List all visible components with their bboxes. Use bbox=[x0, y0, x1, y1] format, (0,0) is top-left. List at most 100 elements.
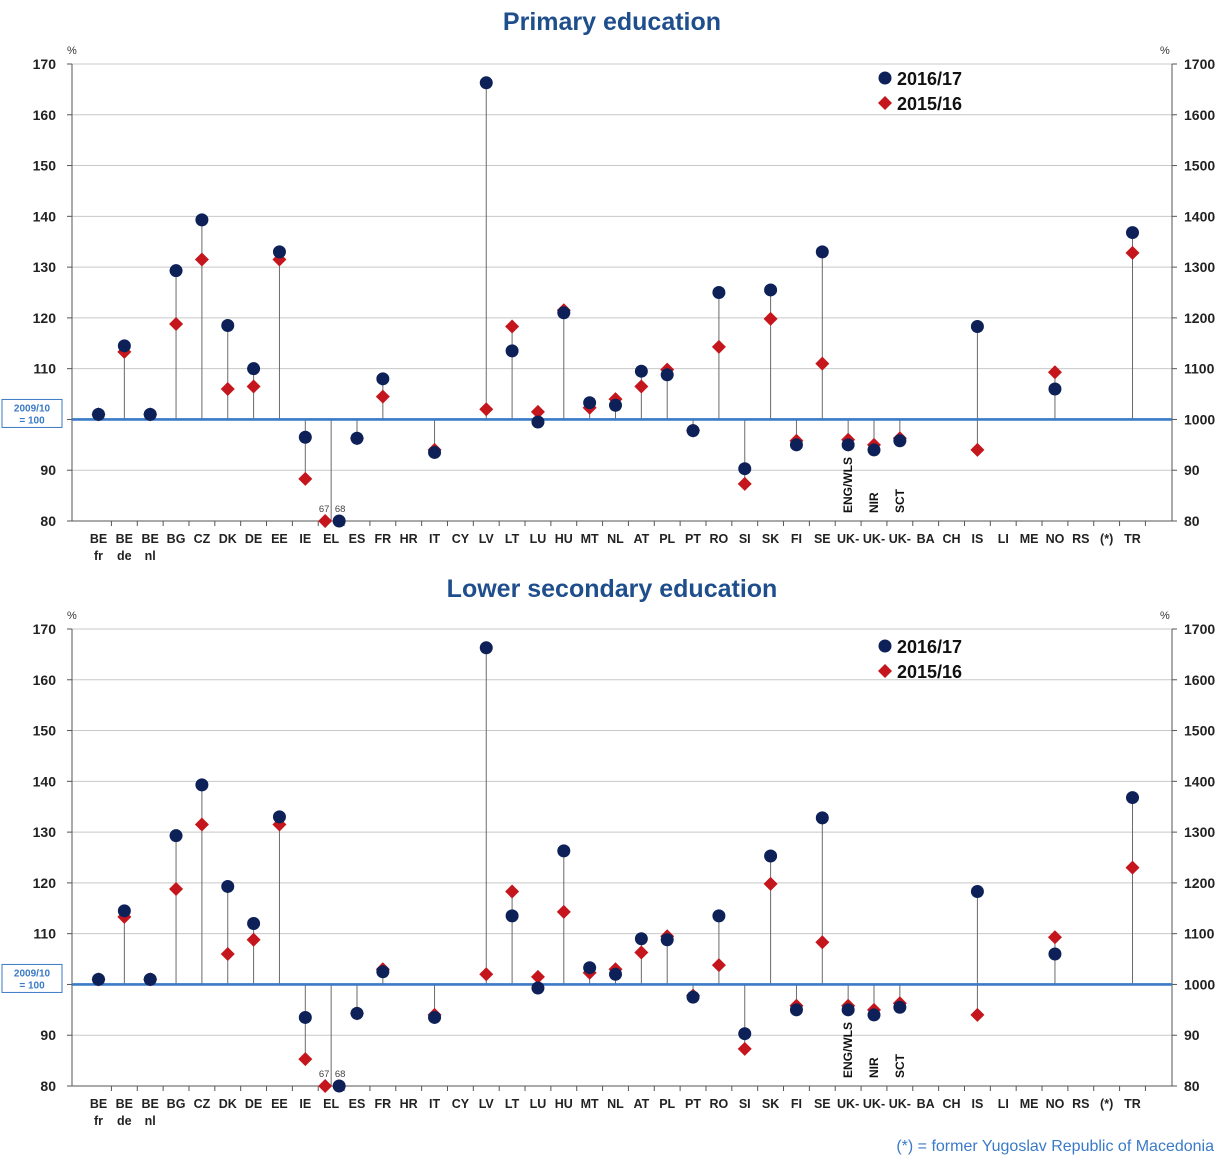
primary-y-tick-right: 1700 bbox=[1184, 56, 1215, 72]
lower-secondary-baseline-label: = 100 bbox=[19, 980, 45, 991]
lower-secondary-marker-2016-17 bbox=[609, 967, 622, 981]
primary-y-tick-left: 170 bbox=[33, 56, 57, 72]
primary-marker-2016-17 bbox=[686, 424, 700, 438]
primary-marker-2016-17 bbox=[712, 286, 726, 299]
lower-secondary-y-tick-left: 110 bbox=[33, 926, 56, 942]
lower-secondary-x-tick-label: TR bbox=[1124, 1097, 1141, 1111]
lower-secondary-marker-2015-16 bbox=[194, 817, 209, 832]
primary-y-tick-left: 120 bbox=[33, 310, 57, 326]
lower-secondary-marker-2015-16 bbox=[970, 1007, 985, 1022]
primary-marker-2015-16 bbox=[298, 471, 313, 486]
lower-secondary-marker-2016-17 bbox=[557, 844, 571, 858]
primary-marker-2016-17 bbox=[143, 407, 157, 421]
lower-secondary-marker-2015-16 bbox=[298, 1052, 313, 1067]
primary-marker-2015-16 bbox=[634, 379, 649, 394]
lower-secondary-y-tick-left: 170 bbox=[33, 621, 57, 637]
lower-secondary-marker-2015-16 bbox=[763, 876, 778, 891]
primary-marker-2015-16 bbox=[737, 476, 752, 491]
lower-secondary-y-tick-left: 150 bbox=[33, 723, 57, 739]
lower-secondary-y-tick-right: 1500 bbox=[1184, 723, 1215, 739]
primary-x-tick-label: UK- bbox=[889, 532, 911, 546]
primary-marker-2016-17 bbox=[583, 396, 597, 410]
primary-x-tick-label: DE bbox=[245, 532, 262, 546]
lower-secondary-marker-2016-17 bbox=[867, 1008, 881, 1022]
lower-secondary-marker-2016-17 bbox=[841, 1003, 855, 1017]
lower-secondary-marker-2015-16 bbox=[1047, 930, 1062, 945]
primary-marker-2015-16 bbox=[1047, 365, 1062, 380]
primary-marker-2016-17 bbox=[195, 213, 209, 227]
primary-x-tick-label: SE bbox=[814, 532, 831, 546]
primary-marker-2016-17 bbox=[298, 430, 312, 444]
lower-secondary-x-tick-label: DK bbox=[219, 1097, 237, 1111]
primary-x-tick-label: LT bbox=[505, 532, 520, 546]
lower-secondary-x-tick-label: BE bbox=[90, 1097, 107, 1111]
primary-title: Primary education bbox=[503, 8, 721, 36]
primary-legend-marker-2016-17 bbox=[878, 71, 892, 85]
primary-y-tick-left: 110 bbox=[33, 361, 56, 377]
lower-secondary-x-tick-label-sub: de bbox=[117, 1114, 132, 1128]
primary-marker-2016-17 bbox=[221, 319, 235, 333]
lower-secondary-marker-2016-17 bbox=[660, 933, 674, 947]
lower-secondary-x-tick-label: SE bbox=[814, 1097, 831, 1111]
lower-secondary-x-tick-label: IS bbox=[971, 1097, 983, 1111]
lower-secondary-marker-2016-17 bbox=[195, 778, 209, 792]
primary-legend-label-2016-17: 2016/17 bbox=[897, 69, 962, 89]
primary-x-tick-label: LI bbox=[998, 532, 1009, 546]
lower-secondary-marker-2016-17 bbox=[117, 904, 131, 918]
primary-el-value-2015: 67 bbox=[319, 504, 330, 515]
primary-x-tick-label: LU bbox=[530, 532, 547, 546]
primary-x-tick-label: PL bbox=[659, 532, 675, 546]
primary-x-tick-label: TR bbox=[1124, 532, 1141, 546]
lower-secondary-marker-2015-16 bbox=[169, 881, 184, 896]
primary-unit-right: % bbox=[1160, 45, 1170, 57]
lower-secondary-unit-right: % bbox=[1160, 610, 1170, 622]
primary-uk-sublabel: SCT bbox=[893, 488, 907, 513]
lower-secondary-marker-2015-16 bbox=[737, 1041, 752, 1056]
lower-secondary-y-tick-right: 80 bbox=[1184, 1078, 1200, 1094]
lower-secondary-marker-2016-17 bbox=[738, 1027, 752, 1041]
primary-y-tick-left: 80 bbox=[40, 513, 56, 529]
primary-x-tick-label: CZ bbox=[194, 532, 211, 546]
primary-legend-marker-2015-16 bbox=[878, 96, 892, 110]
primary-marker-2015-16 bbox=[815, 356, 830, 371]
lower-secondary-marker-2016-17 bbox=[479, 641, 493, 655]
lower-secondary-marker-2016-17 bbox=[1048, 947, 1062, 961]
lower-secondary-x-tick-label: NL bbox=[607, 1097, 624, 1111]
primary-x-tick-label: BA bbox=[917, 532, 935, 546]
primary-marker-2016-17 bbox=[247, 362, 261, 376]
primary-x-tick-label: SK bbox=[762, 532, 779, 546]
primary-x-tick-label: PT bbox=[685, 532, 701, 546]
primary-marker-2016-17 bbox=[557, 306, 571, 320]
primary-x-tick-label: HR bbox=[400, 532, 418, 546]
lower-secondary-marker-2016-17 bbox=[298, 1010, 312, 1024]
primary-marker-2015-16 bbox=[970, 442, 985, 457]
primary-marker-2016-17 bbox=[970, 320, 984, 334]
primary-marker-2015-16 bbox=[318, 514, 333, 528]
lower-secondary-marker-2015-16 bbox=[220, 946, 235, 961]
lower-secondary-marker-2016-17 bbox=[332, 1079, 346, 1093]
lower-secondary-x-tick-label-sub: fr bbox=[94, 1114, 103, 1128]
primary-marker-2015-16 bbox=[711, 339, 726, 354]
primary-x-tick-label: AT bbox=[633, 532, 649, 546]
lower-secondary-legend-label-2016-17: 2016/17 bbox=[897, 637, 962, 657]
lower-secondary-marker-2016-17 bbox=[92, 972, 105, 986]
primary-x-tick-label: NO bbox=[1046, 532, 1065, 546]
lower-secondary-x-tick-label: BE bbox=[116, 1097, 133, 1111]
lower-secondary-x-tick-label: MT bbox=[581, 1097, 599, 1111]
primary-y-tick-right: 1400 bbox=[1184, 208, 1215, 224]
primary-y-tick-left: 130 bbox=[33, 259, 57, 275]
lower-secondary-marker-2015-16 bbox=[505, 884, 520, 899]
primary-marker-2016-17 bbox=[764, 283, 778, 297]
primary-x-tick-label: ES bbox=[349, 532, 366, 546]
lower-secondary-marker-2015-16 bbox=[634, 945, 649, 960]
primary-marker-2016-17 bbox=[479, 76, 493, 90]
primary-marker-2016-17 bbox=[634, 364, 648, 378]
lower-secondary-x-tick-label: ME bbox=[1020, 1097, 1039, 1111]
lower-secondary-y-tick-left: 80 bbox=[40, 1078, 56, 1094]
primary-marker-2015-16 bbox=[530, 404, 545, 419]
primary-x-tick-label-sub: nl bbox=[145, 549, 156, 563]
lower-secondary-y-tick-right: 1300 bbox=[1184, 824, 1215, 840]
primary-x-tick-label: UK- bbox=[837, 532, 859, 546]
lower-secondary-y-tick-right: 1200 bbox=[1184, 875, 1215, 891]
lower-secondary-marker-2015-16 bbox=[246, 932, 261, 947]
